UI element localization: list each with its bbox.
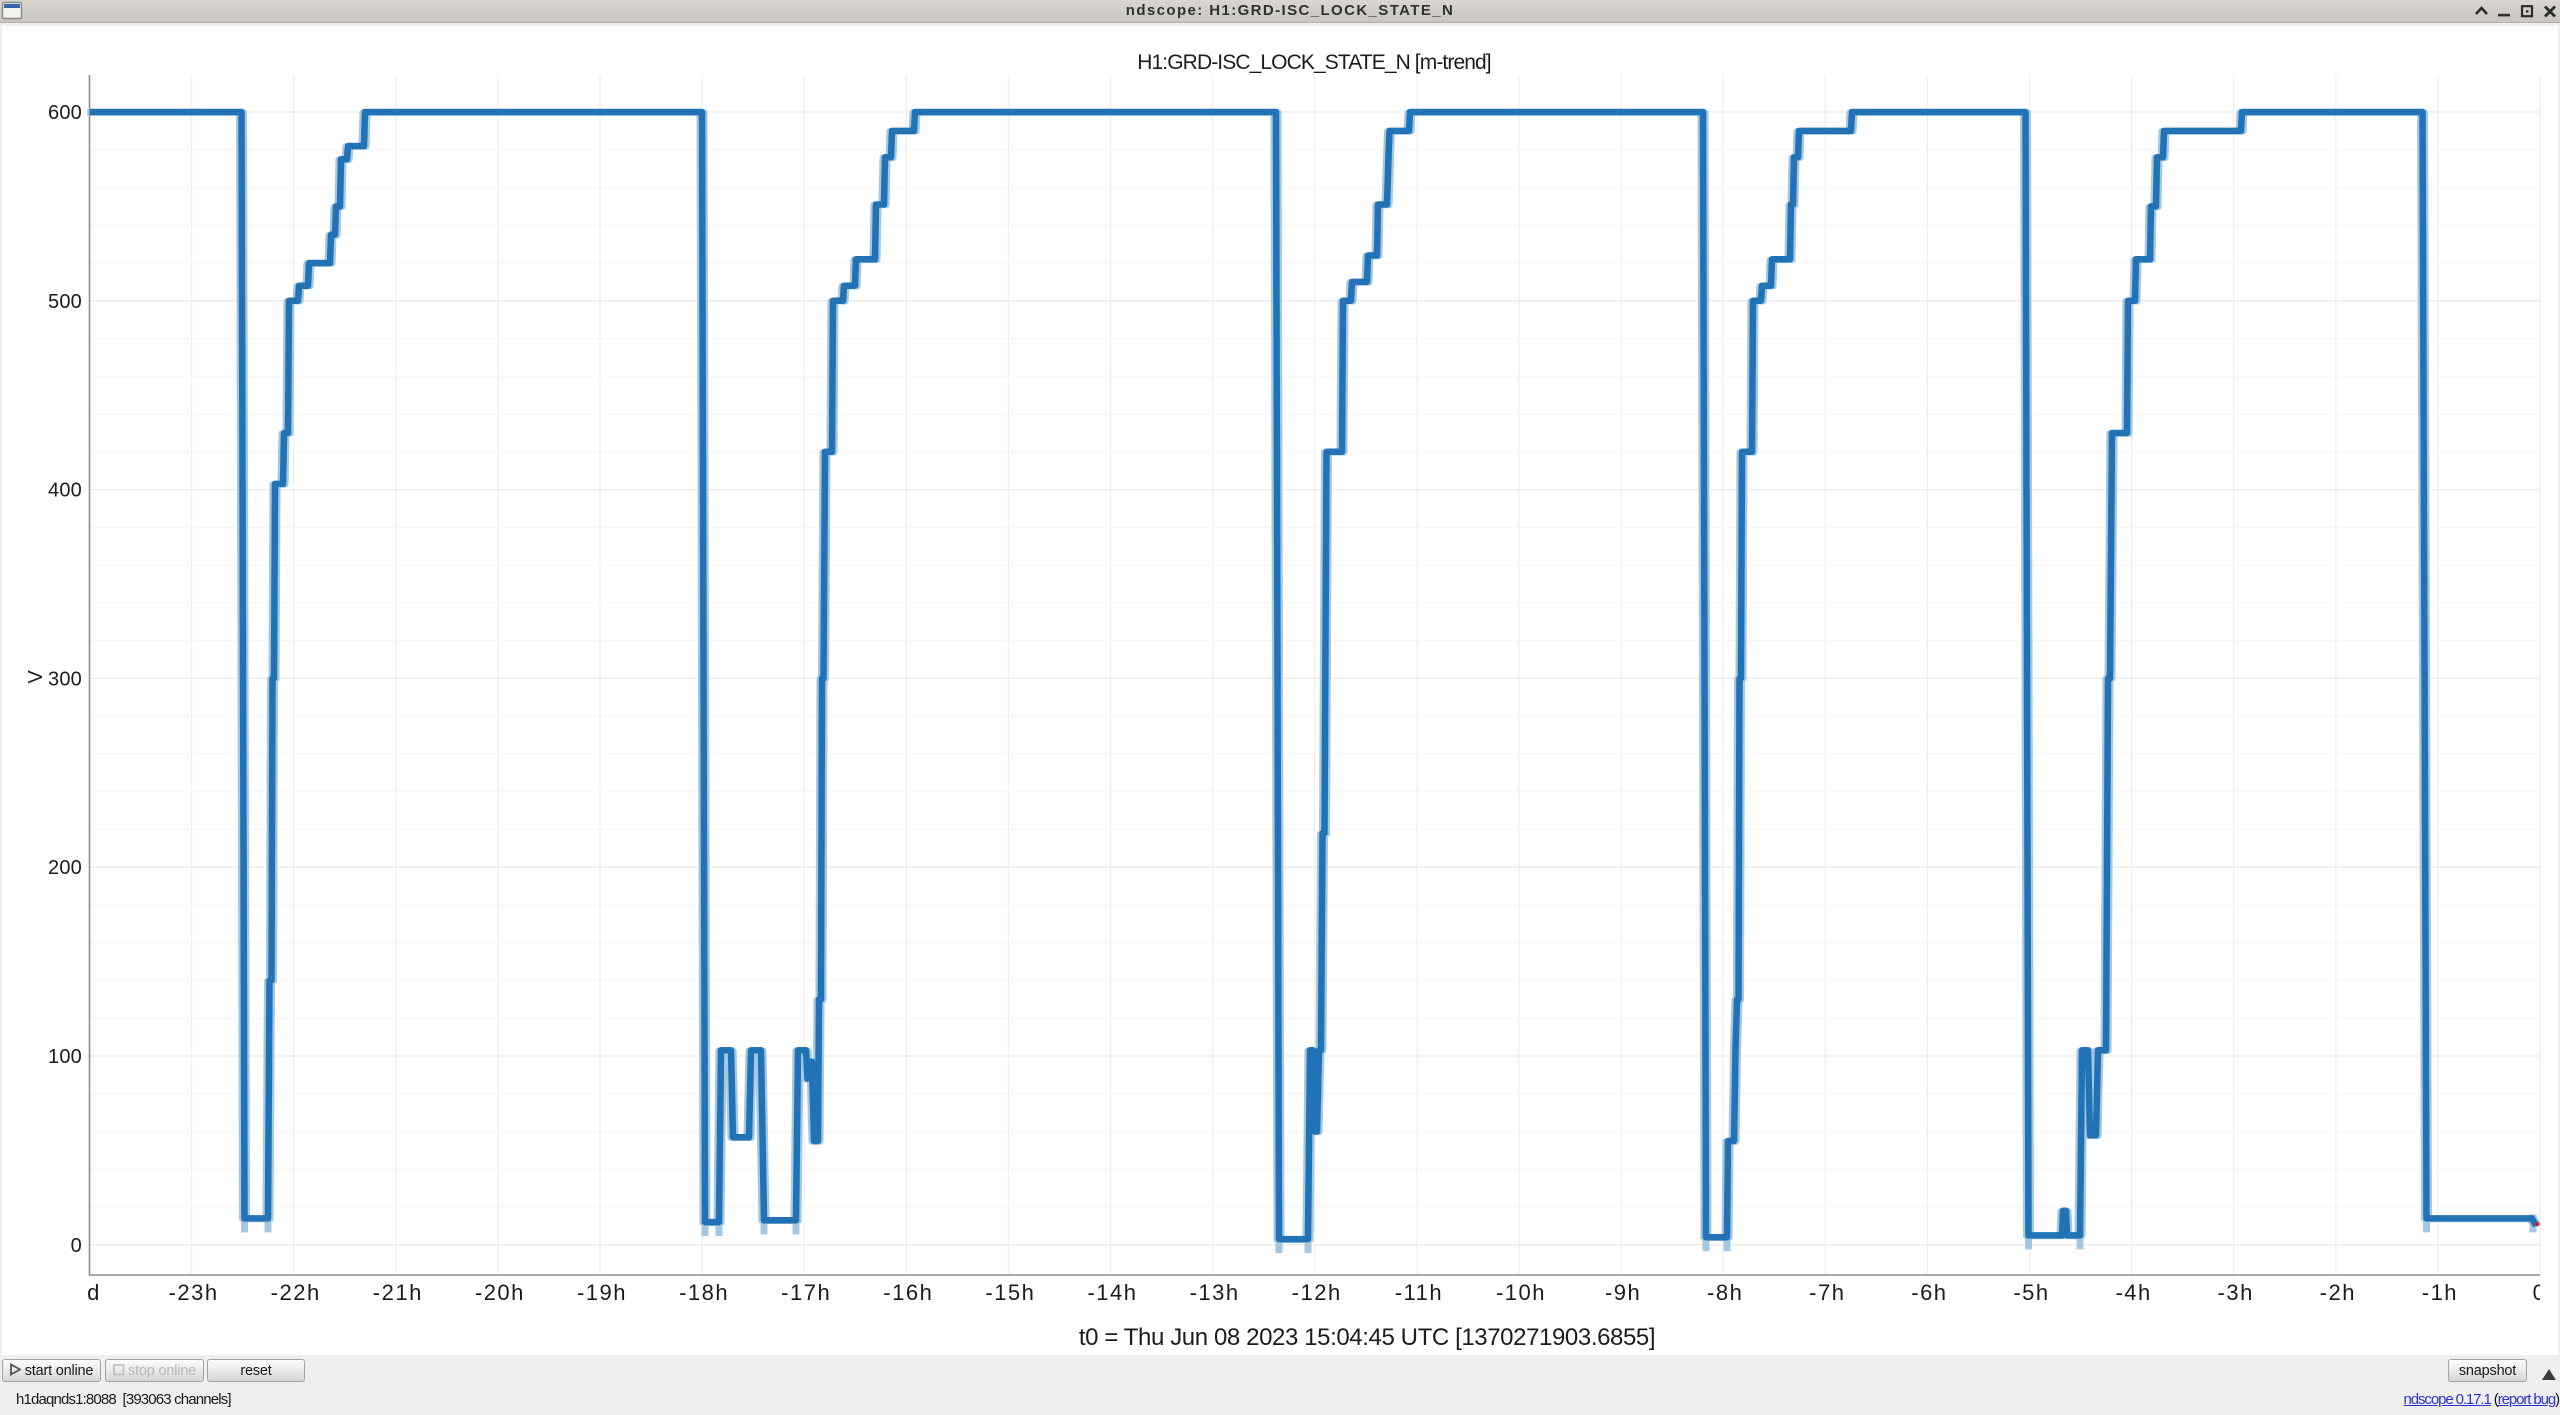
svg-text:100: 100 — [48, 1046, 82, 1068]
svg-text:0: 0 — [2533, 1280, 2547, 1305]
svg-text:-10h: -10h — [1496, 1280, 1546, 1305]
svg-text:-11h: -11h — [1395, 1280, 1443, 1305]
svg-text:-5h: -5h — [2013, 1280, 2049, 1305]
svg-text:t0 = Thu Jun 08 2023 15:04:45: t0 = Thu Jun 08 2023 15:04:45 UTC [13702… — [1079, 1324, 1655, 1351]
svg-text:-4h: -4h — [2115, 1280, 2151, 1305]
svg-text:200: 200 — [48, 857, 82, 879]
svg-text:-15h: -15h — [985, 1280, 1035, 1305]
svg-text:-21h: -21h — [373, 1280, 423, 1305]
svg-text:-2h: -2h — [2320, 1280, 2356, 1305]
svg-text:d: d — [87, 1280, 101, 1305]
svg-text:V: V — [25, 670, 47, 684]
svg-text:500: 500 — [48, 291, 82, 313]
svg-text:-1h: -1h — [2422, 1280, 2458, 1305]
svg-text:400: 400 — [48, 480, 82, 502]
svg-text:300: 300 — [48, 668, 82, 690]
svg-text:-9h: -9h — [1605, 1280, 1641, 1305]
svg-text:-18h: -18h — [679, 1280, 729, 1305]
svg-text:H1:GRD-ISC_LOCK_STATE_N [m-tre: H1:GRD-ISC_LOCK_STATE_N [m-trend] — [1137, 51, 1491, 74]
svg-text:600: 600 — [48, 102, 82, 124]
svg-text:-3h: -3h — [2218, 1280, 2254, 1305]
svg-text:-8h: -8h — [1707, 1280, 1743, 1305]
svg-text:-14h: -14h — [1087, 1280, 1137, 1305]
svg-text:-13h: -13h — [1190, 1280, 1240, 1305]
svg-text:-7h: -7h — [1809, 1280, 1845, 1305]
svg-text:-19h: -19h — [577, 1280, 627, 1305]
svg-text:-16h: -16h — [883, 1280, 933, 1305]
svg-text:-22h: -22h — [271, 1280, 321, 1305]
svg-text:0: 0 — [71, 1235, 82, 1257]
svg-text:-12h: -12h — [1292, 1280, 1342, 1305]
svg-text:-6h: -6h — [1911, 1280, 1947, 1305]
svg-text:-20h: -20h — [475, 1280, 525, 1305]
svg-text:-23h: -23h — [169, 1280, 219, 1305]
svg-text:-17h: -17h — [781, 1280, 831, 1305]
